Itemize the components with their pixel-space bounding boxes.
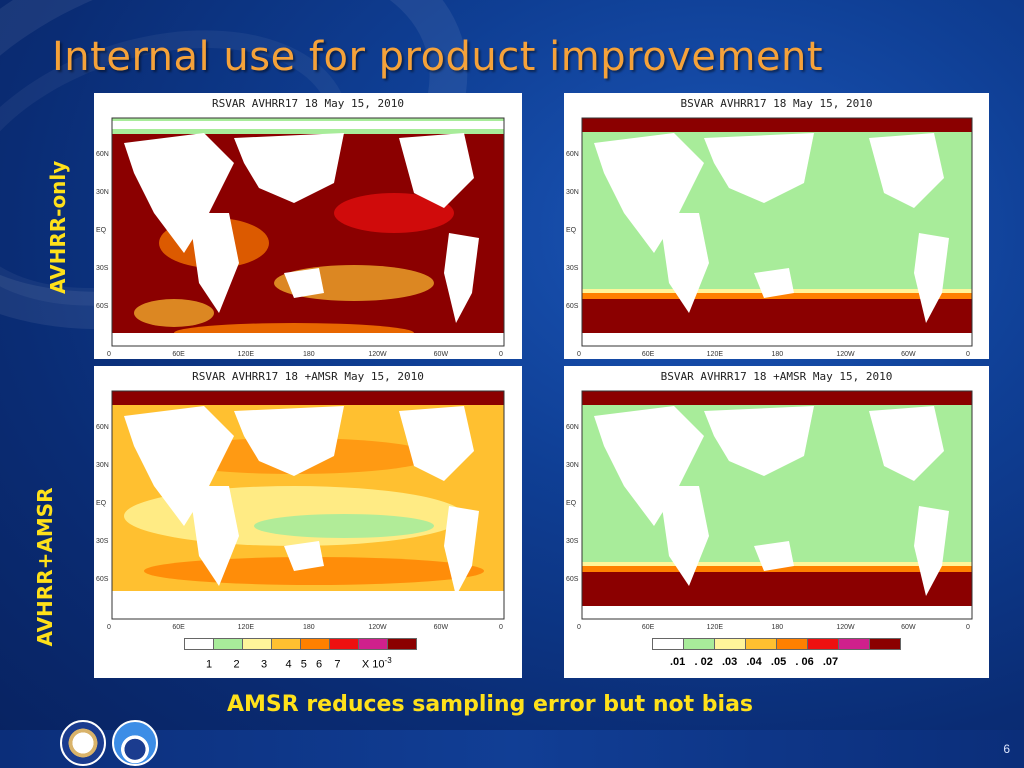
lat-label: 60S <box>566 576 579 583</box>
lon-label: 120E <box>238 351 255 358</box>
map-panel-bsvar-avhrr-amsr: BSVAR AVHRR17 18 +AMSR May 15, 2010 60N 3… <box>564 366 989 678</box>
lat-label: 60S <box>96 576 109 583</box>
colorbar-left <box>184 638 417 650</box>
lat-label: 60S <box>566 303 579 310</box>
commerce-seal-icon <box>60 720 106 766</box>
lon-label: 60E <box>172 624 185 631</box>
colorbar-swatch <box>242 638 271 650</box>
lon-label: 60W <box>901 351 916 358</box>
colorbar-right-ticks: .01 . 02 .03 .04 .05 . 06 .07 <box>670 656 839 668</box>
colorbar-swatch <box>213 638 242 650</box>
lat-label: 30N <box>566 462 579 469</box>
lon-label: 60E <box>642 351 655 358</box>
colorbar-swatch <box>745 638 776 650</box>
lon-label: 120E <box>707 351 724 358</box>
panel-title: RSVAR AVHRR17 18 May 15, 2010 <box>211 97 405 110</box>
colorbar-left-ticks: 1 2 3 4 5 6 7 X 10-3 <box>206 656 392 671</box>
noaa-logo-icon <box>112 720 158 766</box>
colorbar-swatch <box>838 638 869 650</box>
lon-label: 180 <box>303 351 315 358</box>
lon-label: 180 <box>772 351 784 358</box>
lon-label: 180 <box>303 624 315 631</box>
lat-label: 60N <box>96 151 109 158</box>
colorbar-swatch <box>300 638 329 650</box>
lat-label: 30S <box>566 265 579 272</box>
panel-title: RSVAR AVHRR17 18 +AMSR May 15, 2010 <box>192 370 424 383</box>
slide-caption: AMSR reduces sampling error but not bias <box>226 692 754 717</box>
colorbar-left-exponent: -3 <box>384 656 392 665</box>
lon-label: 60W <box>434 351 449 358</box>
lon-label: 0 <box>499 624 503 631</box>
map-panel-rsvar-avhrr-amsr: RSVAR AVHRR17 18 +AMSR May 15, 2010 60N 3… <box>94 366 522 678</box>
row-label-avhrr-amsr: AVHRR+AMSR <box>33 487 57 647</box>
colorbar-swatch <box>387 638 417 650</box>
lat-label: 30N <box>96 189 109 196</box>
panel-title: BSVAR AVHRR17 18 May 15, 2010 <box>680 97 873 110</box>
lat-label: 60S <box>96 303 109 310</box>
lon-label: 120E <box>707 624 724 631</box>
footer-bar <box>0 730 1024 768</box>
lat-label: 30S <box>96 265 109 272</box>
lon-label: 0 <box>966 624 970 631</box>
rsvar-avhrr-amsr-map: 60N 30N EQ 30S 60S 0 60E 120E 180 120W 60W 0 <box>96 390 505 631</box>
lon-label: 180 <box>772 624 784 631</box>
lon-label: 120W <box>368 351 387 358</box>
lat-label: EQ <box>96 500 107 507</box>
lat-label: 30S <box>566 538 579 545</box>
lon-label: 0 <box>107 624 111 631</box>
lat-label: EQ <box>96 227 107 234</box>
lat-label: 30S <box>96 538 109 545</box>
page-number: 6 <box>1003 742 1010 756</box>
colorbar-swatch <box>358 638 387 650</box>
lon-label: 0 <box>107 351 111 358</box>
colorbar-swatch <box>271 638 300 650</box>
map-panel-bsvar-avhrr: BSVAR AVHRR17 18 May 15, 2010 60N 30N EQ 30… <box>564 93 989 359</box>
lon-label: 60E <box>642 624 655 631</box>
colorbar-swatch <box>329 638 358 650</box>
lat-label: 30N <box>566 189 579 196</box>
colorbar-swatch <box>776 638 807 650</box>
bsvar-avhrr-map: 60N 30N EQ 30S 60S 0 60E 120E 180 120W 60W 0 <box>566 117 973 358</box>
colorbar-swatch <box>652 638 683 650</box>
lat-label: EQ <box>566 500 577 507</box>
lat-label: 60N <box>566 424 579 431</box>
lon-label: 0 <box>577 351 581 358</box>
colorbar-right <box>652 638 901 650</box>
lon-label: 0 <box>499 351 503 358</box>
panel-title: BSVAR AVHRR17 18 +AMSR May 15, 2010 <box>660 370 893 383</box>
lon-label: 0 <box>966 351 970 358</box>
lat-label: 30N <box>96 462 109 469</box>
lon-label: 60W <box>901 624 916 631</box>
lat-label: 60N <box>96 424 109 431</box>
lon-label: 120E <box>238 624 255 631</box>
lon-label: 60E <box>172 351 185 358</box>
colorbar-swatch <box>683 638 714 650</box>
map-panel-rsvar-avhrr: RSVAR AVHRR17 18 May 15, 2010 60N 30N EQ 30… <box>94 93 522 359</box>
colorbar-swatch <box>184 638 213 650</box>
row-label-avhrr-only: AVHRR-only <box>46 160 70 294</box>
colorbar-left-labels: 1 2 3 4 5 6 7 X 10 <box>206 658 385 671</box>
lon-label: 60W <box>434 624 449 631</box>
lat-label: EQ <box>566 227 577 234</box>
lat-label: 60N <box>566 151 579 158</box>
colorbar-swatch <box>869 638 901 650</box>
lon-label: 0 <box>577 624 581 631</box>
colorbar-swatch <box>714 638 745 650</box>
slide-title: Internal use for product improvement <box>52 34 824 80</box>
lon-label: 120W <box>836 624 855 631</box>
rsvar-avhrr-map: 60N 30N EQ 30S 60S 0 60E 120E 180 120W 60W 0 <box>96 117 505 358</box>
lon-label: 120W <box>836 351 855 358</box>
lon-label: 120W <box>368 624 387 631</box>
colorbar-swatch <box>807 638 838 650</box>
bsvar-avhrr-amsr-map: 60N 30N EQ 30S 60S 0 60E 120E 180 120W 60W 0 <box>566 390 973 631</box>
